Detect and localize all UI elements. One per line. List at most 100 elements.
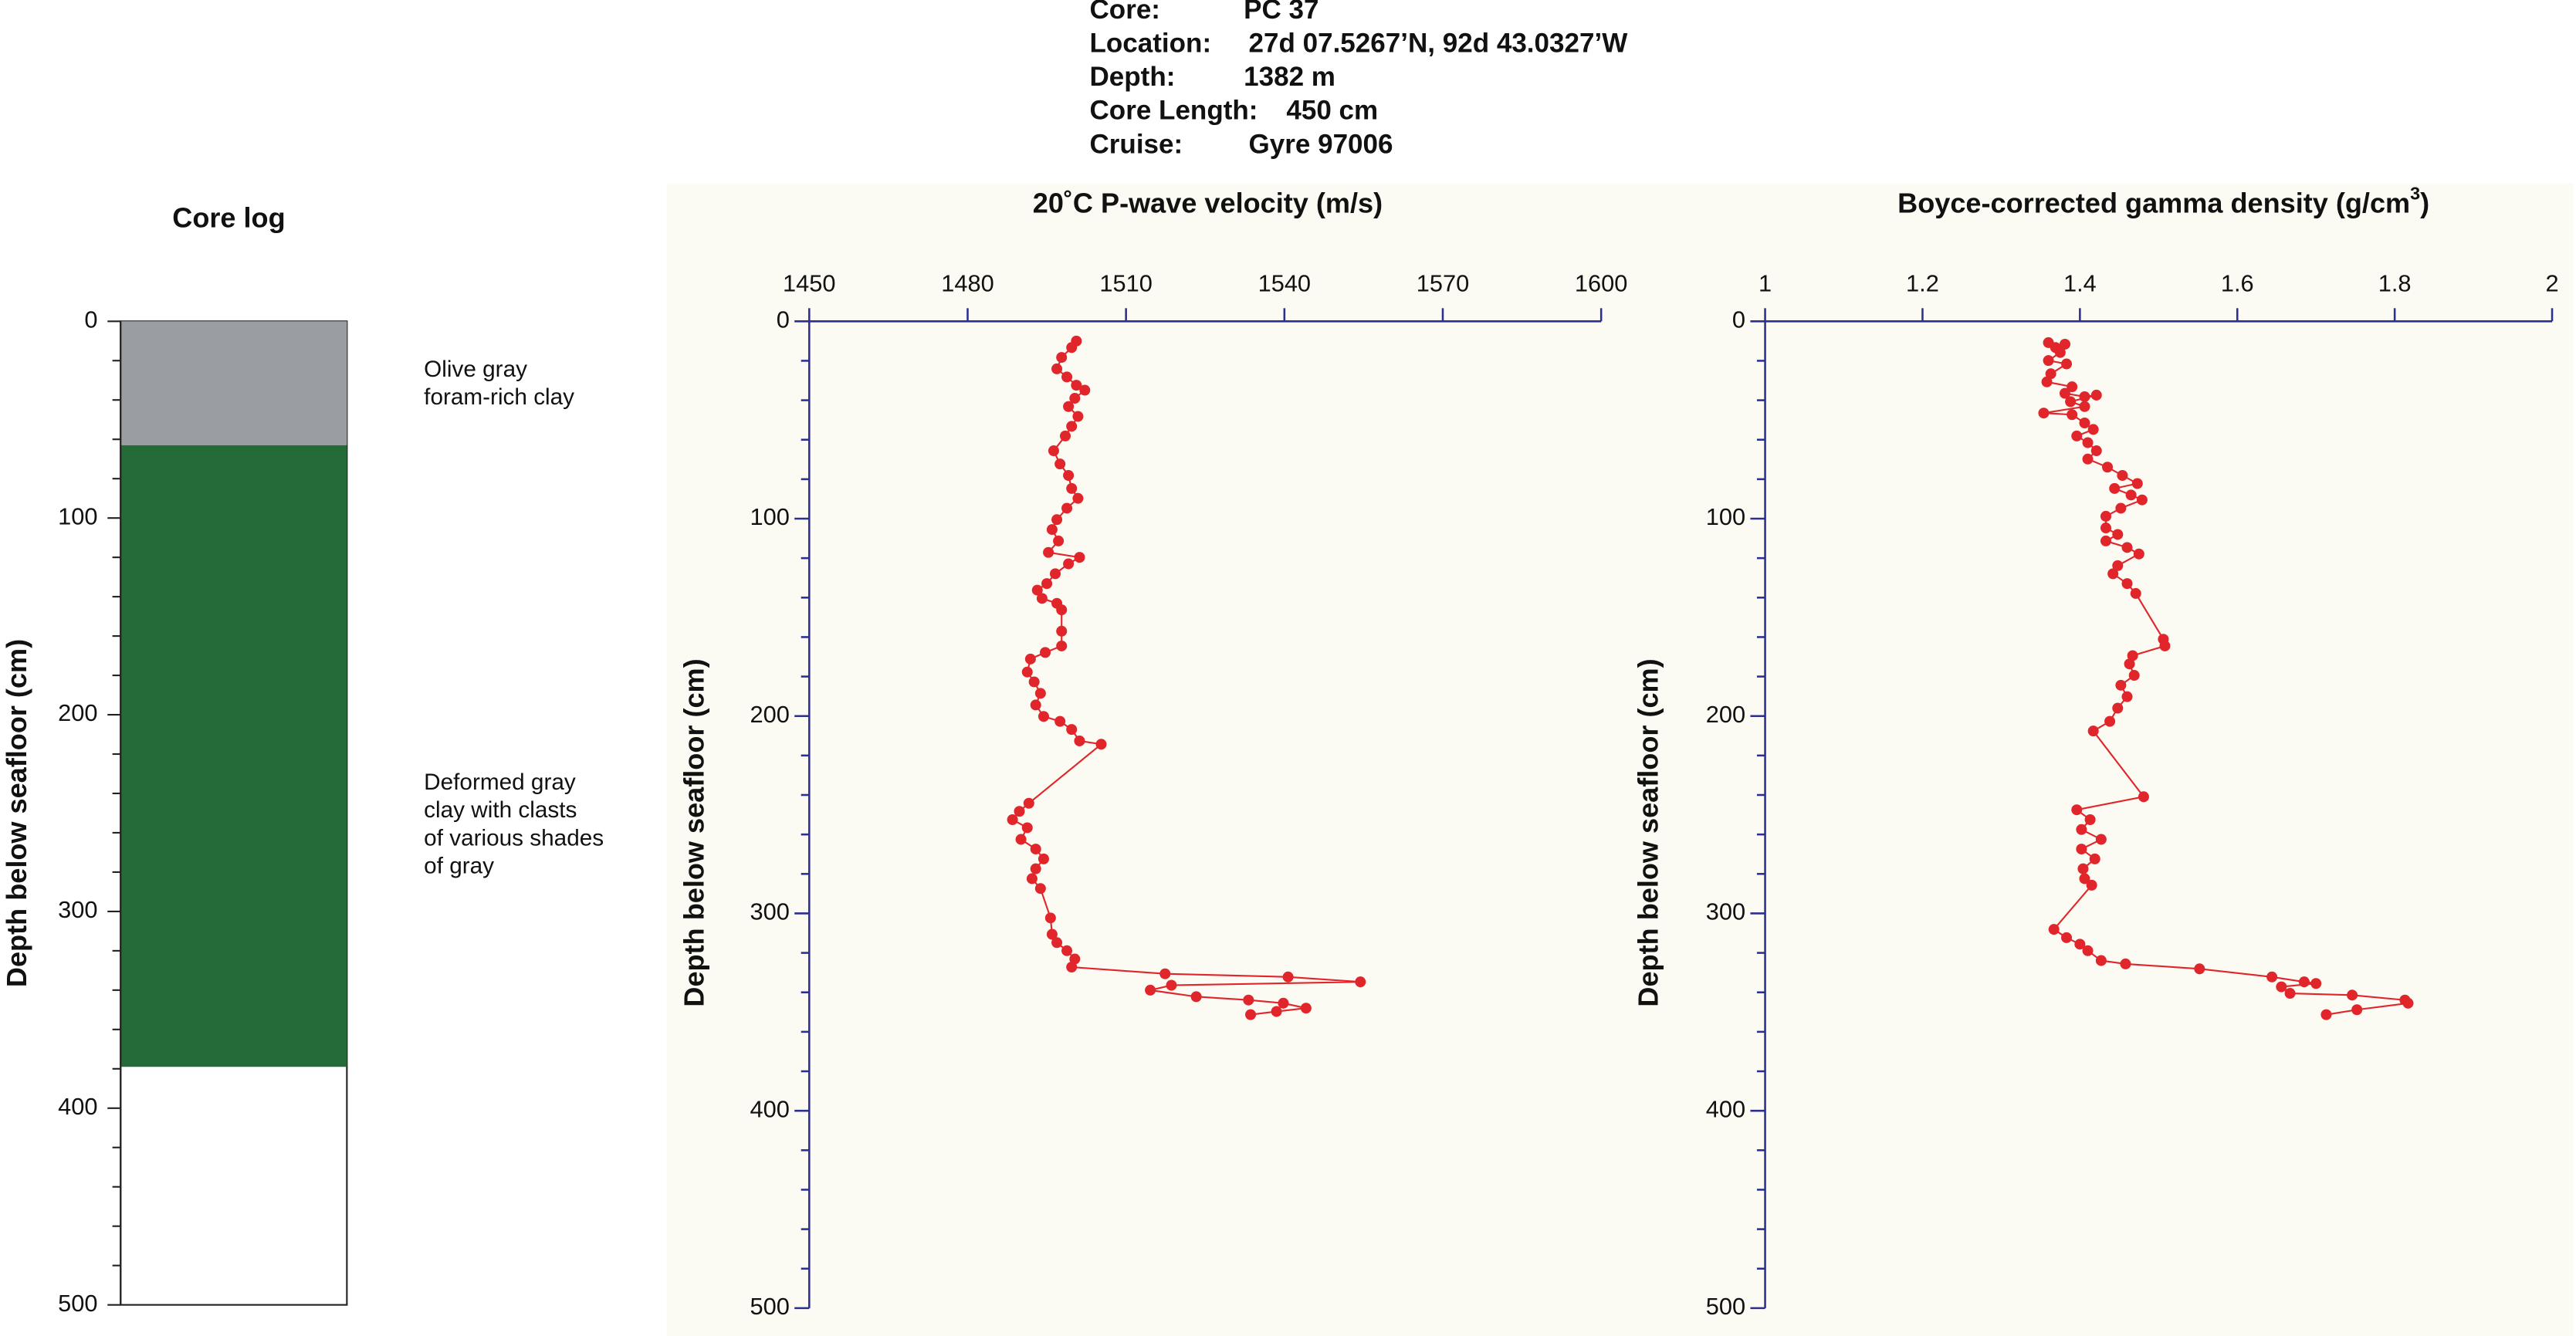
data-point (1040, 647, 1051, 658)
data-point (2115, 679, 2127, 691)
data-point (1051, 363, 1063, 374)
data-point (2065, 396, 2077, 408)
y-tick-label: 100 (1706, 503, 1745, 530)
header-value: 450 cm (1286, 96, 1378, 126)
data-point (2112, 702, 2124, 714)
header-label: Core: (1090, 0, 1160, 25)
data-point (1028, 676, 1040, 688)
data-point (2112, 560, 2124, 571)
data-point (1074, 735, 1085, 746)
data-point (2074, 939, 2086, 950)
x-tick-label: 1 (1759, 270, 1772, 297)
data-point (1046, 928, 1058, 940)
data-point (2076, 844, 2087, 855)
data-point (2266, 971, 2278, 983)
data-point (1024, 653, 1036, 665)
data-point (2104, 715, 2116, 727)
layer-label: clay with clasts (424, 797, 577, 823)
data-point (1030, 844, 1041, 855)
data-point (2079, 873, 2090, 884)
data-point (2095, 955, 2107, 966)
data-point (1054, 458, 1066, 470)
data-point (1061, 945, 1073, 956)
data-point (2082, 945, 2094, 956)
data-point (1066, 724, 1078, 736)
x-tick-label: 2 (2545, 270, 2558, 297)
data-point (2079, 401, 2090, 412)
data-point (2109, 482, 2121, 494)
title-text: Boyce-corrected gamma density (g/cm (1897, 187, 2410, 218)
data-point (2351, 1004, 2363, 1016)
data-point (1053, 535, 1065, 546)
y-tick-label: 100 (750, 503, 789, 530)
x-tick-label: 1.8 (2378, 270, 2412, 297)
data-point (1034, 883, 1046, 895)
x-tick-label: 1540 (1258, 270, 1311, 297)
y-tick-label: 500 (750, 1293, 789, 1320)
data-point (2159, 640, 2171, 651)
data-point (1056, 640, 1068, 651)
data-point (1063, 469, 1075, 482)
data-point (1050, 568, 1061, 580)
data-point (2045, 368, 2056, 380)
data-point (2131, 478, 2143, 489)
data-point (1041, 578, 1053, 590)
y-axis-title: Depth below seafloor (cm) (678, 658, 709, 1006)
data-point (2115, 502, 2127, 514)
y-axis-title: Depth below seafloor (cm) (1632, 658, 1664, 1006)
data-point (1034, 688, 1046, 699)
data-point (1072, 492, 1084, 504)
data-point (2087, 725, 2099, 737)
header-value: PC 37 (1244, 0, 1318, 25)
data-point (1072, 411, 1084, 422)
data-point (1007, 813, 1018, 825)
header-value: 1382 m (1244, 62, 1335, 92)
layer-label: foram-rich clay (424, 384, 574, 410)
x-tick-label: 1480 (941, 270, 994, 297)
data-point (2067, 409, 2078, 421)
data-point (1054, 715, 1066, 727)
data-point (2320, 1009, 2332, 1020)
data-point (2347, 989, 2358, 1001)
data-point (2124, 658, 2135, 670)
data-point (2100, 535, 2112, 546)
data-point (1066, 342, 1078, 353)
data-point (1038, 711, 1049, 722)
data-point (2194, 963, 2205, 975)
data-point (1059, 430, 1071, 441)
data-point (2100, 523, 2112, 534)
data-point (2117, 469, 2128, 482)
data-point (1074, 552, 1085, 563)
data-point (2127, 650, 2138, 661)
y-tick-label: 500 (58, 1290, 97, 1317)
title-suffix: ) (2420, 187, 2429, 218)
header-label: Depth: (1090, 62, 1176, 92)
data-point (1038, 853, 1049, 864)
data-point (2138, 791, 2149, 803)
data-point (1048, 445, 1059, 457)
x-tick-label: 1570 (1417, 270, 1469, 297)
title-text: Core log (172, 201, 285, 233)
data-point (1079, 384, 1091, 396)
data-point (2071, 804, 2083, 816)
y-tick-label: 200 (58, 699, 97, 726)
data-point (1056, 352, 1068, 364)
core-layer (120, 321, 347, 445)
x-tick-label: 1600 (1575, 270, 1627, 297)
layer-label: Deformed gray (424, 769, 576, 795)
y-tick-label: 300 (58, 896, 97, 923)
data-point (2059, 338, 2070, 350)
x-tick-label: 1.6 (2221, 270, 2254, 297)
layer-label: Olive gray (424, 357, 527, 382)
data-point (2038, 408, 2050, 419)
data-point (1271, 1006, 1282, 1017)
data-point (2054, 347, 2066, 358)
data-point (1190, 991, 1202, 1003)
data-point (2082, 437, 2094, 448)
data-point (2048, 924, 2060, 935)
data-point (1056, 604, 1068, 616)
data-point (2112, 529, 2124, 540)
data-point (2086, 879, 2097, 891)
title-text: 20˚C P-wave velocity (m/s) (1033, 187, 1383, 218)
